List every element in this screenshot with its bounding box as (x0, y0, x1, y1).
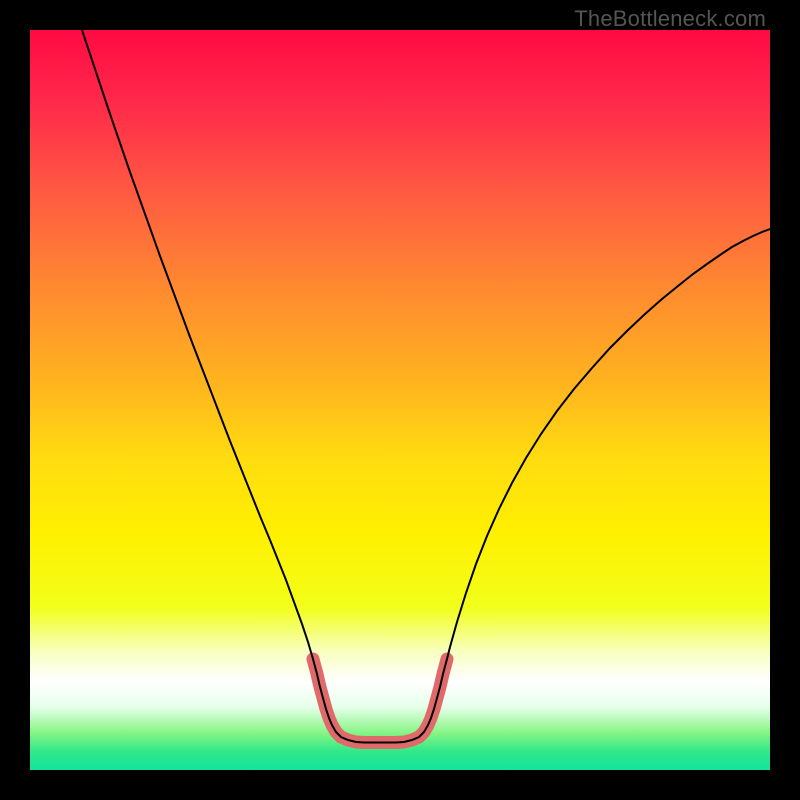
gradient-background (30, 30, 770, 770)
watermark-text: TheBottleneck.com (574, 6, 766, 32)
plot-area (30, 30, 770, 770)
chart-frame: TheBottleneck.com (0, 0, 800, 800)
